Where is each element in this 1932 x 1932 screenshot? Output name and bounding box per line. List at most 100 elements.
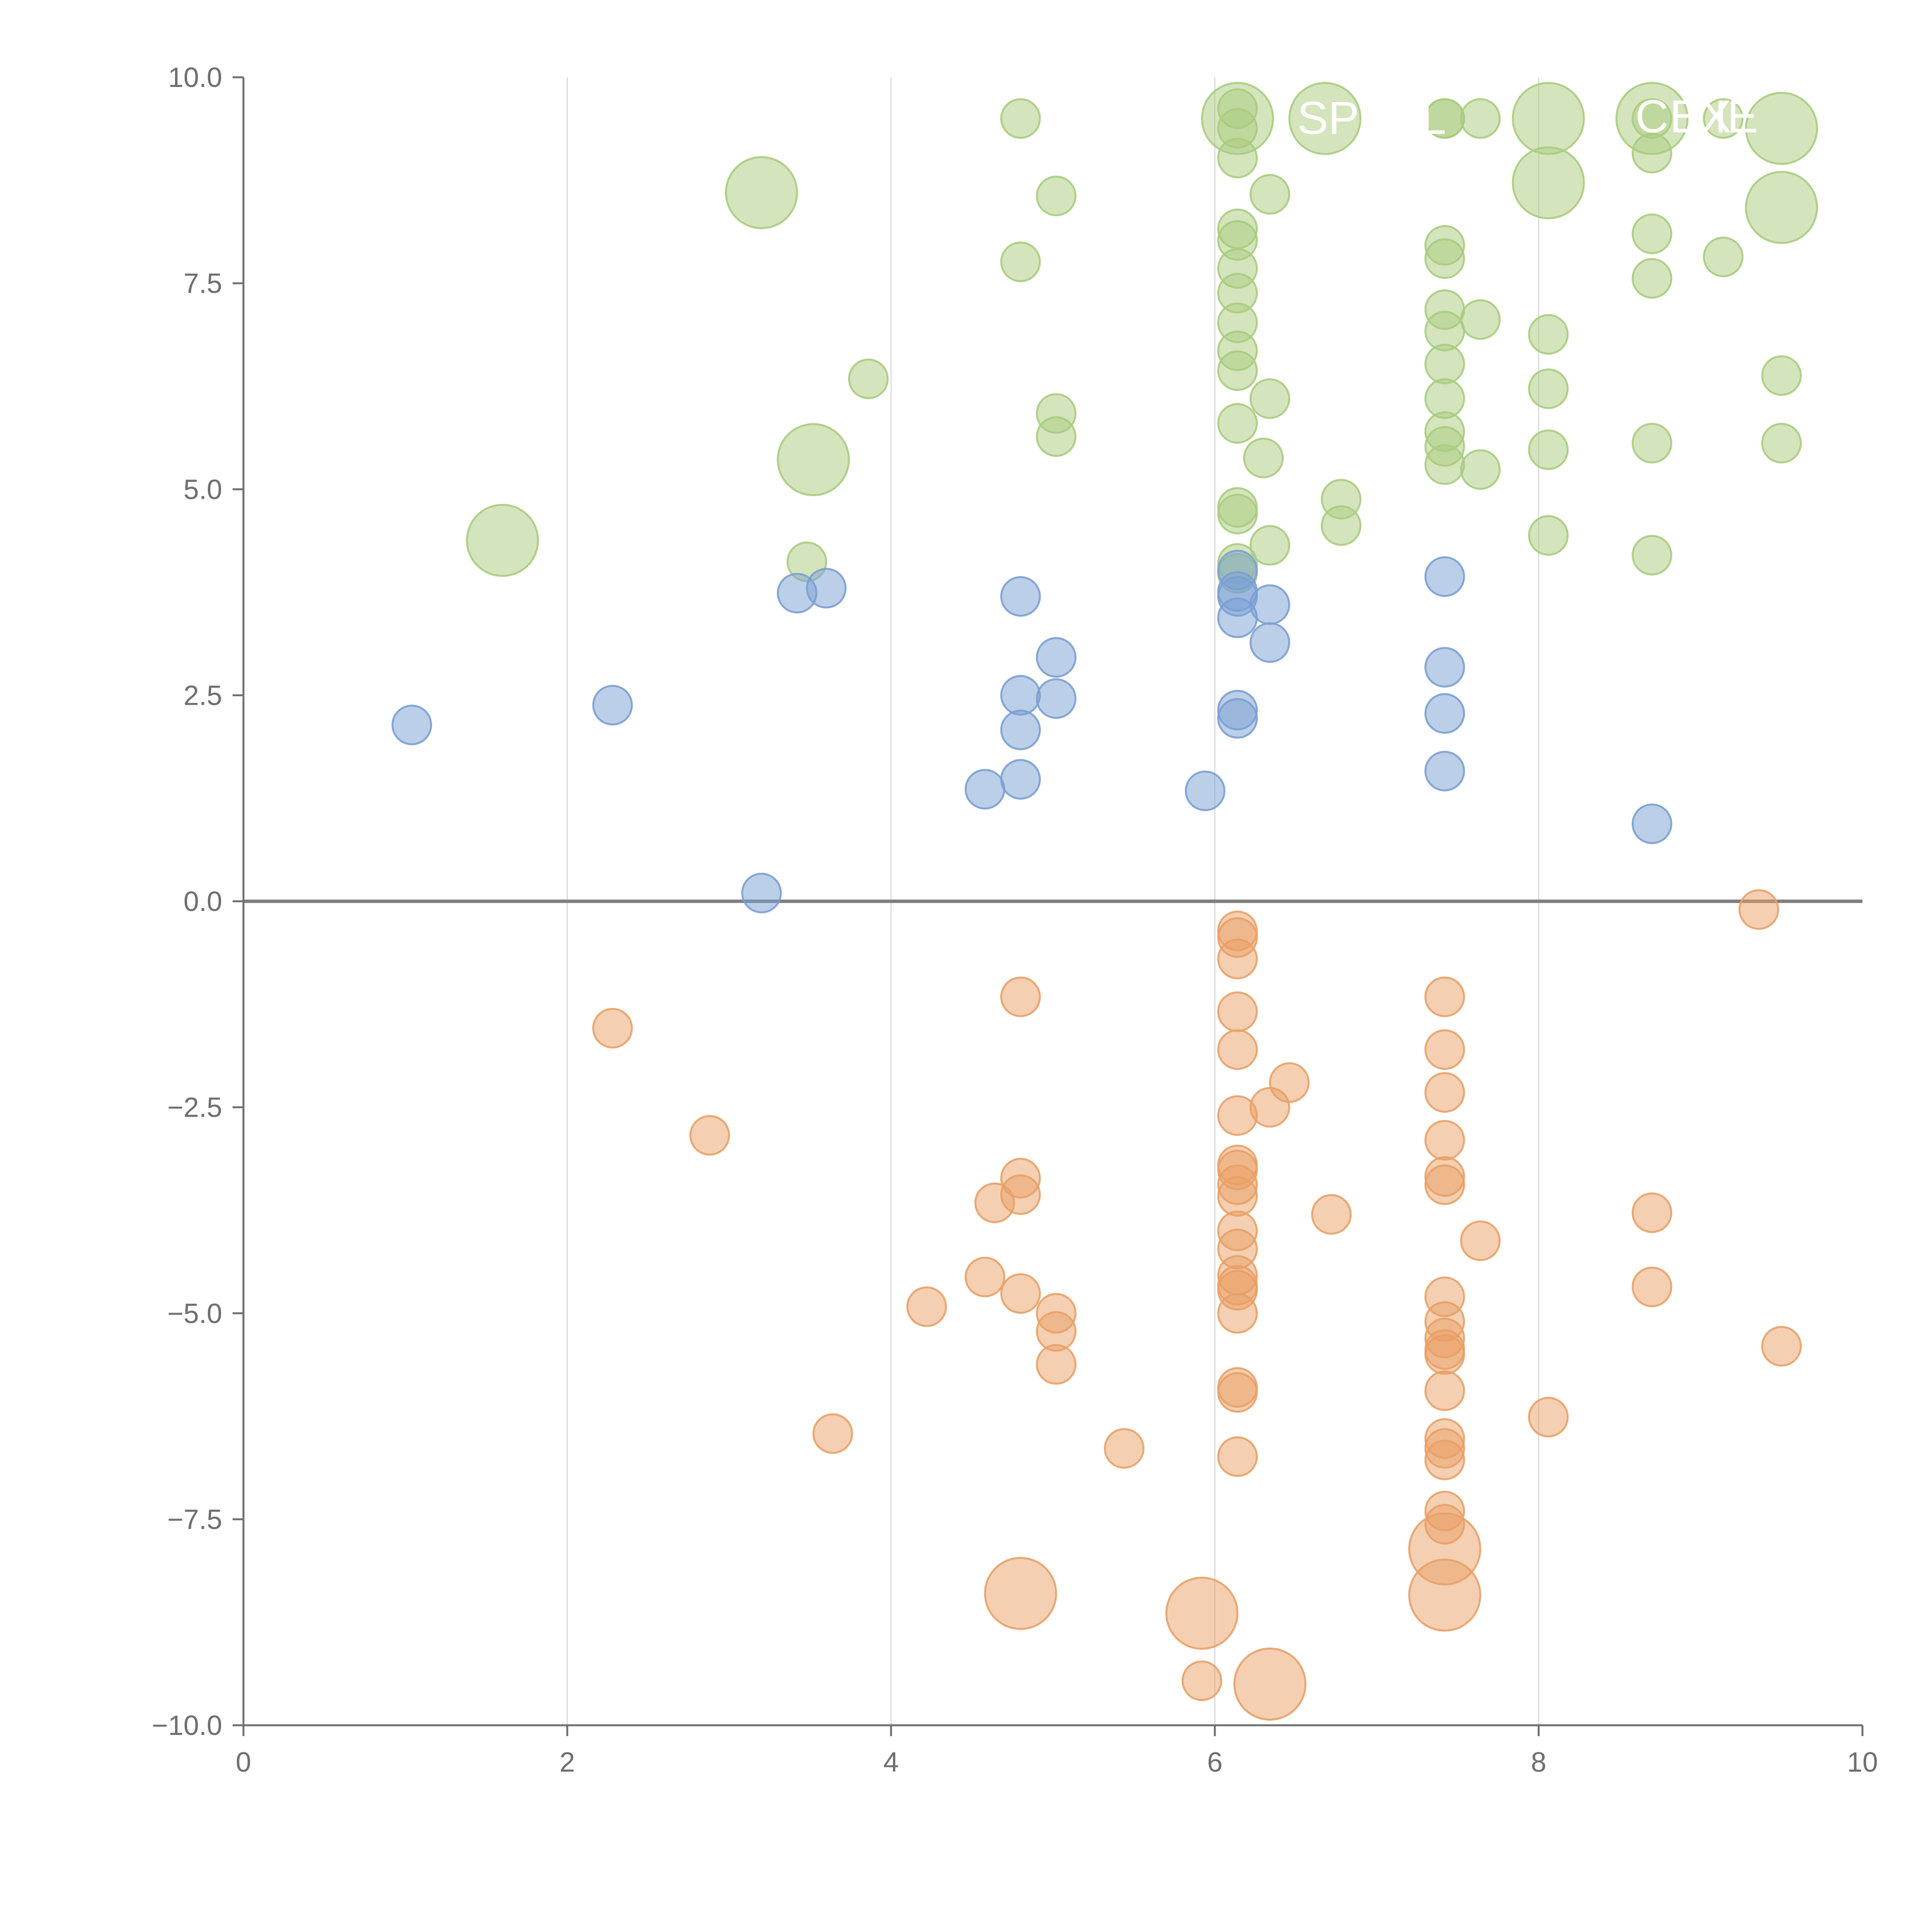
x-tick-label: 2 xyxy=(560,1747,575,1778)
scatter-point-orange xyxy=(1036,1344,1077,1385)
scatter-point-green xyxy=(1249,525,1290,566)
scatter-point-green xyxy=(1243,437,1284,478)
scatter-point-green xyxy=(1036,175,1077,216)
scatter-point-orange xyxy=(1424,1164,1465,1205)
scatter-point-orange xyxy=(1408,1558,1481,1632)
scatter-point-green xyxy=(1424,344,1465,384)
scatter-point-blue xyxy=(1249,622,1290,663)
scatter-point-green xyxy=(1424,444,1465,485)
scatter-point-orange xyxy=(1217,1293,1258,1334)
scatter-point-orange xyxy=(1165,1577,1238,1650)
scatter-point-green xyxy=(1460,299,1501,340)
scatter-point-orange xyxy=(1631,1192,1672,1233)
scatter-point-orange xyxy=(906,1286,947,1327)
scatter-point-blue xyxy=(741,872,782,913)
scatter-point-green xyxy=(1703,236,1744,277)
scatter-point-orange xyxy=(1424,1029,1465,1070)
scatter-point-green xyxy=(1424,98,1465,139)
scatter-point-green xyxy=(1528,368,1569,409)
scatter-point-orange xyxy=(1424,1334,1465,1375)
scatter-point-green xyxy=(466,503,539,577)
scatter-point-green xyxy=(1036,416,1077,457)
scatter-point-orange xyxy=(1631,1267,1672,1308)
scatter-point-blue xyxy=(1217,698,1258,739)
scatter-point-green xyxy=(1217,350,1258,391)
scatter-point-green xyxy=(1512,146,1585,219)
scatter-point-green xyxy=(1631,98,1672,139)
scatter-point-blue xyxy=(1000,675,1041,716)
scatter-point-green xyxy=(1460,98,1501,139)
x-tick-label: 4 xyxy=(883,1747,899,1778)
scatter-point-green xyxy=(1288,82,1362,155)
scatter-point-blue xyxy=(1631,803,1672,844)
scatter-point-orange xyxy=(974,1182,1015,1223)
scatter-point-blue xyxy=(964,769,1005,810)
y-tick-label: −7.5 xyxy=(167,1504,222,1535)
scatter-point-green xyxy=(1000,242,1041,282)
scatter-point-green xyxy=(1000,98,1041,139)
scatter-point-green xyxy=(1249,378,1290,419)
scatter-point-green xyxy=(1424,238,1465,279)
scatter-point-orange xyxy=(1000,976,1041,1017)
scatter-point-orange xyxy=(1761,1326,1802,1367)
scatter-point-green xyxy=(848,358,889,399)
scatter-point-orange xyxy=(1217,1372,1258,1413)
x-tick-label: 10 xyxy=(1847,1747,1878,1778)
annotation-label: L xyxy=(1420,92,1446,144)
scatter-point-green xyxy=(1512,82,1585,155)
scatter-point-blue xyxy=(1000,759,1041,800)
scatter-point-orange xyxy=(1217,1176,1258,1217)
scatter-point-orange xyxy=(592,1008,633,1049)
scatter-point-orange xyxy=(1424,1120,1465,1161)
scatter-point-blue xyxy=(1424,647,1465,688)
scatter-point-green xyxy=(1631,423,1672,464)
scatter-point-green xyxy=(1703,98,1744,139)
y-tick-label: −5.0 xyxy=(167,1298,222,1329)
axis-layer: 0 2 4 6 8 10 10.0 7.5 5.0 2.5 0.0 −2.5 −5.0 −7.5 −10.0 xyxy=(152,62,1878,1778)
scatter-point-orange xyxy=(1217,1095,1258,1136)
scatter-point-green xyxy=(1761,355,1802,396)
scatter-point-green xyxy=(725,156,798,230)
scatter-point-green xyxy=(1217,138,1258,179)
annotation-label: EX xyxy=(1670,90,1731,142)
scatter-point-orange xyxy=(1424,976,1465,1017)
x-tick-label: 0 xyxy=(236,1747,251,1778)
scatter-point-green xyxy=(1745,171,1818,244)
annotation-label: IE xyxy=(1714,90,1758,142)
scatter-point-blue xyxy=(1000,709,1041,750)
y-tick-label: −2.5 xyxy=(167,1092,222,1123)
scatter-point-green xyxy=(1761,423,1802,464)
scatter-point-orange xyxy=(812,1413,853,1454)
scatter-point-green xyxy=(1460,449,1501,490)
scatter-point-green xyxy=(1528,515,1569,556)
scatter-point-blue xyxy=(1185,770,1226,811)
point-layer xyxy=(391,82,1818,1721)
scatter-point-orange xyxy=(1217,1029,1258,1070)
scatter-point-green xyxy=(1631,258,1672,299)
y-tick-label: 5.0 xyxy=(184,474,222,505)
x-tick-label: 6 xyxy=(1207,1747,1223,1778)
scatter-point-green xyxy=(1745,92,1818,165)
y-tick-label: 0.0 xyxy=(184,886,222,917)
y-tick-label: 7.5 xyxy=(184,268,222,299)
annotation-label: C xyxy=(1635,90,1669,142)
scatter-point-blue xyxy=(1036,637,1077,678)
scatter-point-orange xyxy=(689,1115,730,1156)
scatter-point-blue xyxy=(1424,693,1465,734)
y-tick-label: 10.0 xyxy=(168,62,222,93)
scatter-point-orange xyxy=(1424,1072,1465,1113)
scatter-point-blue xyxy=(777,573,818,614)
scatter-point-orange xyxy=(1424,1439,1465,1480)
scatter-point-orange xyxy=(1217,1436,1258,1477)
scatter-point-orange xyxy=(1181,1660,1222,1701)
y-tick-label: 2.5 xyxy=(184,680,222,711)
scatter-point-orange xyxy=(1424,1370,1465,1411)
scatter-point-green xyxy=(1631,213,1672,254)
scatter-point-green xyxy=(1249,174,1290,215)
scatter-point-orange xyxy=(984,1557,1057,1630)
scatter-point-green xyxy=(1321,505,1362,546)
scatter-point-orange xyxy=(1528,1396,1569,1437)
